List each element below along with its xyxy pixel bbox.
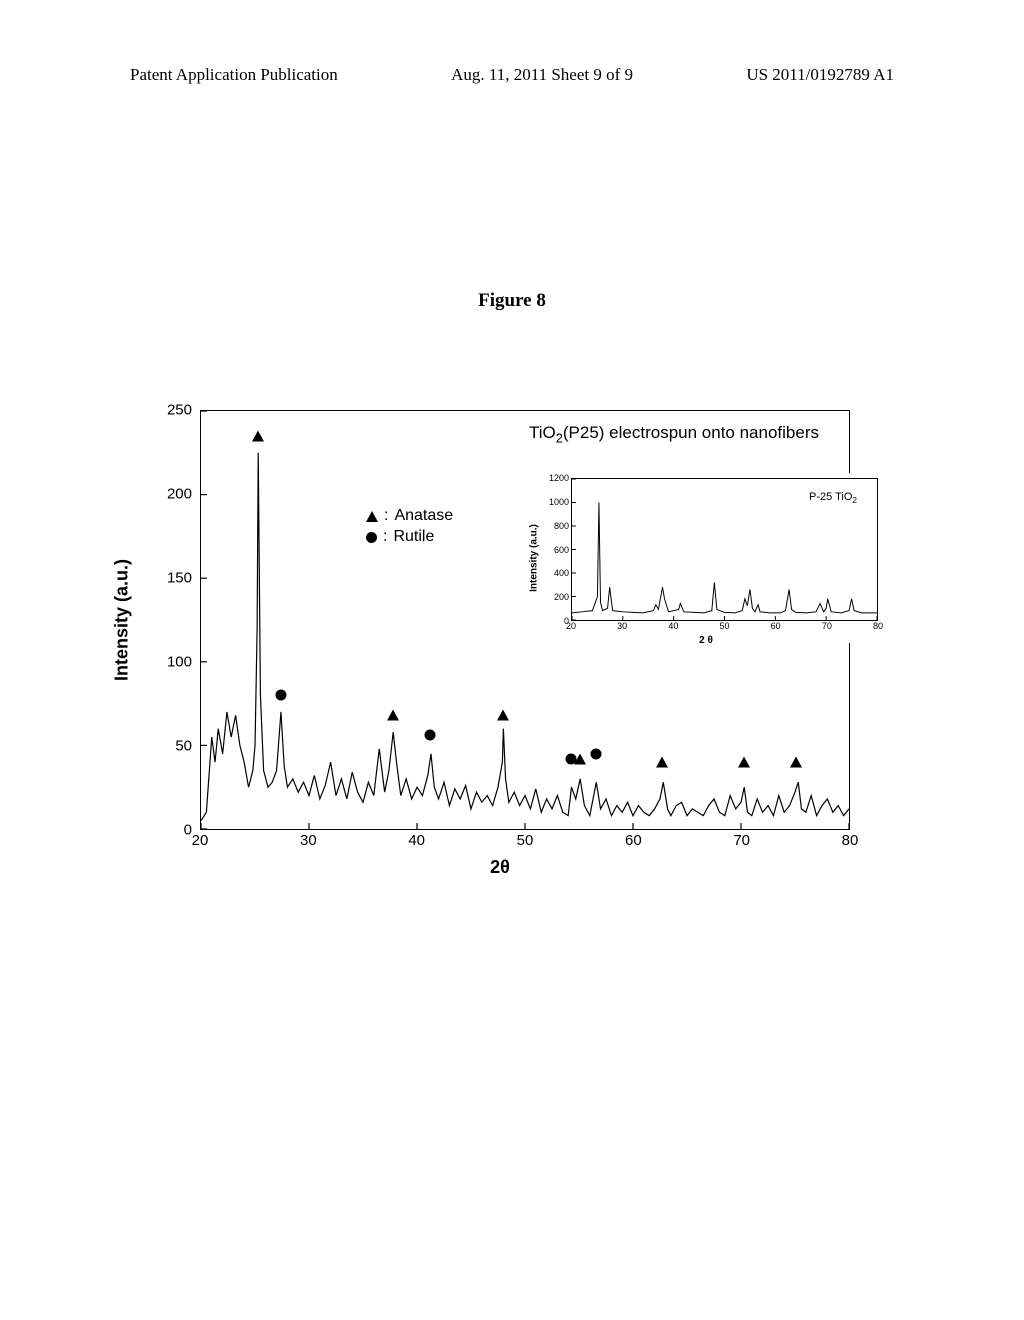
inset-title-sub: 2: [852, 496, 857, 505]
y-ticks: 050100150200250: [140, 410, 200, 830]
page-header: Patent Application Publication Aug. 11, …: [0, 65, 1024, 85]
inset-y-tick-label: 200: [554, 592, 569, 602]
y-tick-label: 150: [167, 570, 192, 587]
inset-x-ticks: 20304050607080: [571, 621, 878, 635]
figure-caption: Figure 8: [0, 290, 1024, 312]
anatase-marker-icon: [790, 757, 802, 768]
anatase-marker-icon: [574, 753, 586, 764]
x-ticks: 20304050607080: [200, 832, 850, 852]
x-axis-label: 2θ: [490, 857, 510, 878]
legend-rutile: : Rutile: [366, 527, 453, 548]
inset-y-tick-label: 1200: [549, 473, 569, 483]
legend-anatase-label: Anatase: [394, 506, 453, 527]
plot-frame: TiO2(P25) electrospun onto nanofibers : …: [200, 410, 850, 830]
rutile-marker-icon: [591, 748, 602, 759]
y-tick-label: 100: [167, 654, 192, 671]
inset-title: P-25 TiO2: [809, 491, 857, 505]
inset-x-label: 2 θ: [699, 635, 713, 646]
x-tick-label: 40: [408, 832, 425, 849]
inset-y-ticks: 020040060080010001200: [526, 478, 571, 621]
y-tick-label: 200: [167, 486, 192, 503]
inset-y-tick-label: 600: [554, 545, 569, 555]
triangle-icon: [366, 511, 378, 522]
x-tick-label: 70: [733, 832, 750, 849]
title-prefix: TiO: [529, 423, 556, 442]
y-tick-label: 50: [175, 738, 192, 755]
inset-x-tick-label: 40: [668, 621, 678, 631]
anatase-marker-icon: [252, 431, 264, 442]
header-left: Patent Application Publication: [130, 65, 338, 85]
circle-icon: [366, 532, 377, 543]
anatase-marker-icon: [497, 710, 509, 721]
y-axis-label: Intensity (a.u.): [112, 559, 133, 681]
anatase-marker-icon: [387, 710, 399, 721]
title-sub: 2: [556, 430, 563, 445]
inset-x-tick-label: 50: [719, 621, 729, 631]
inset-y-tick-label: 400: [554, 568, 569, 578]
anatase-marker-icon: [656, 757, 668, 768]
x-tick-label: 80: [842, 832, 859, 849]
x-tick-label: 30: [300, 832, 317, 849]
inset-x-tick-label: 30: [617, 621, 627, 631]
inset-x-tick-label: 70: [822, 621, 832, 631]
legend: : Anatase : Rutile: [366, 506, 453, 548]
title-suffix: (P25) electrospun onto nanofibers: [563, 423, 819, 442]
header-right: US 2011/0192789 A1: [746, 65, 894, 85]
inset-x-tick-label: 60: [771, 621, 781, 631]
main-chart: Intensity (a.u.) 2θ 050100150200250 TiO2…: [140, 410, 860, 830]
inset-chart: Intensity (a.u.) 2 θ 0200400600800100012…: [526, 473, 886, 643]
y-tick-label: 250: [167, 402, 192, 419]
rutile-marker-icon: [424, 730, 435, 741]
inset-x-tick-label: 80: [873, 621, 883, 631]
inset-x-tick-label: 20: [566, 621, 576, 631]
x-tick-label: 50: [517, 832, 534, 849]
anatase-marker-icon: [738, 757, 750, 768]
chart-title: TiO2(P25) electrospun onto nanofibers: [529, 423, 819, 445]
header-center: Aug. 11, 2011 Sheet 9 of 9: [451, 65, 633, 85]
x-tick-label: 60: [625, 832, 642, 849]
rutile-marker-icon: [275, 690, 286, 701]
inset-y-tick-label: 1000: [549, 497, 569, 507]
inset-title-prefix: P-25 TiO: [809, 491, 852, 503]
legend-anatase: : Anatase: [366, 506, 453, 527]
legend-rutile-label: Rutile: [393, 527, 434, 548]
inset-frame: P-25 TiO2: [571, 478, 878, 621]
x-tick-label: 20: [192, 832, 209, 849]
inset-y-tick-label: 800: [554, 521, 569, 531]
